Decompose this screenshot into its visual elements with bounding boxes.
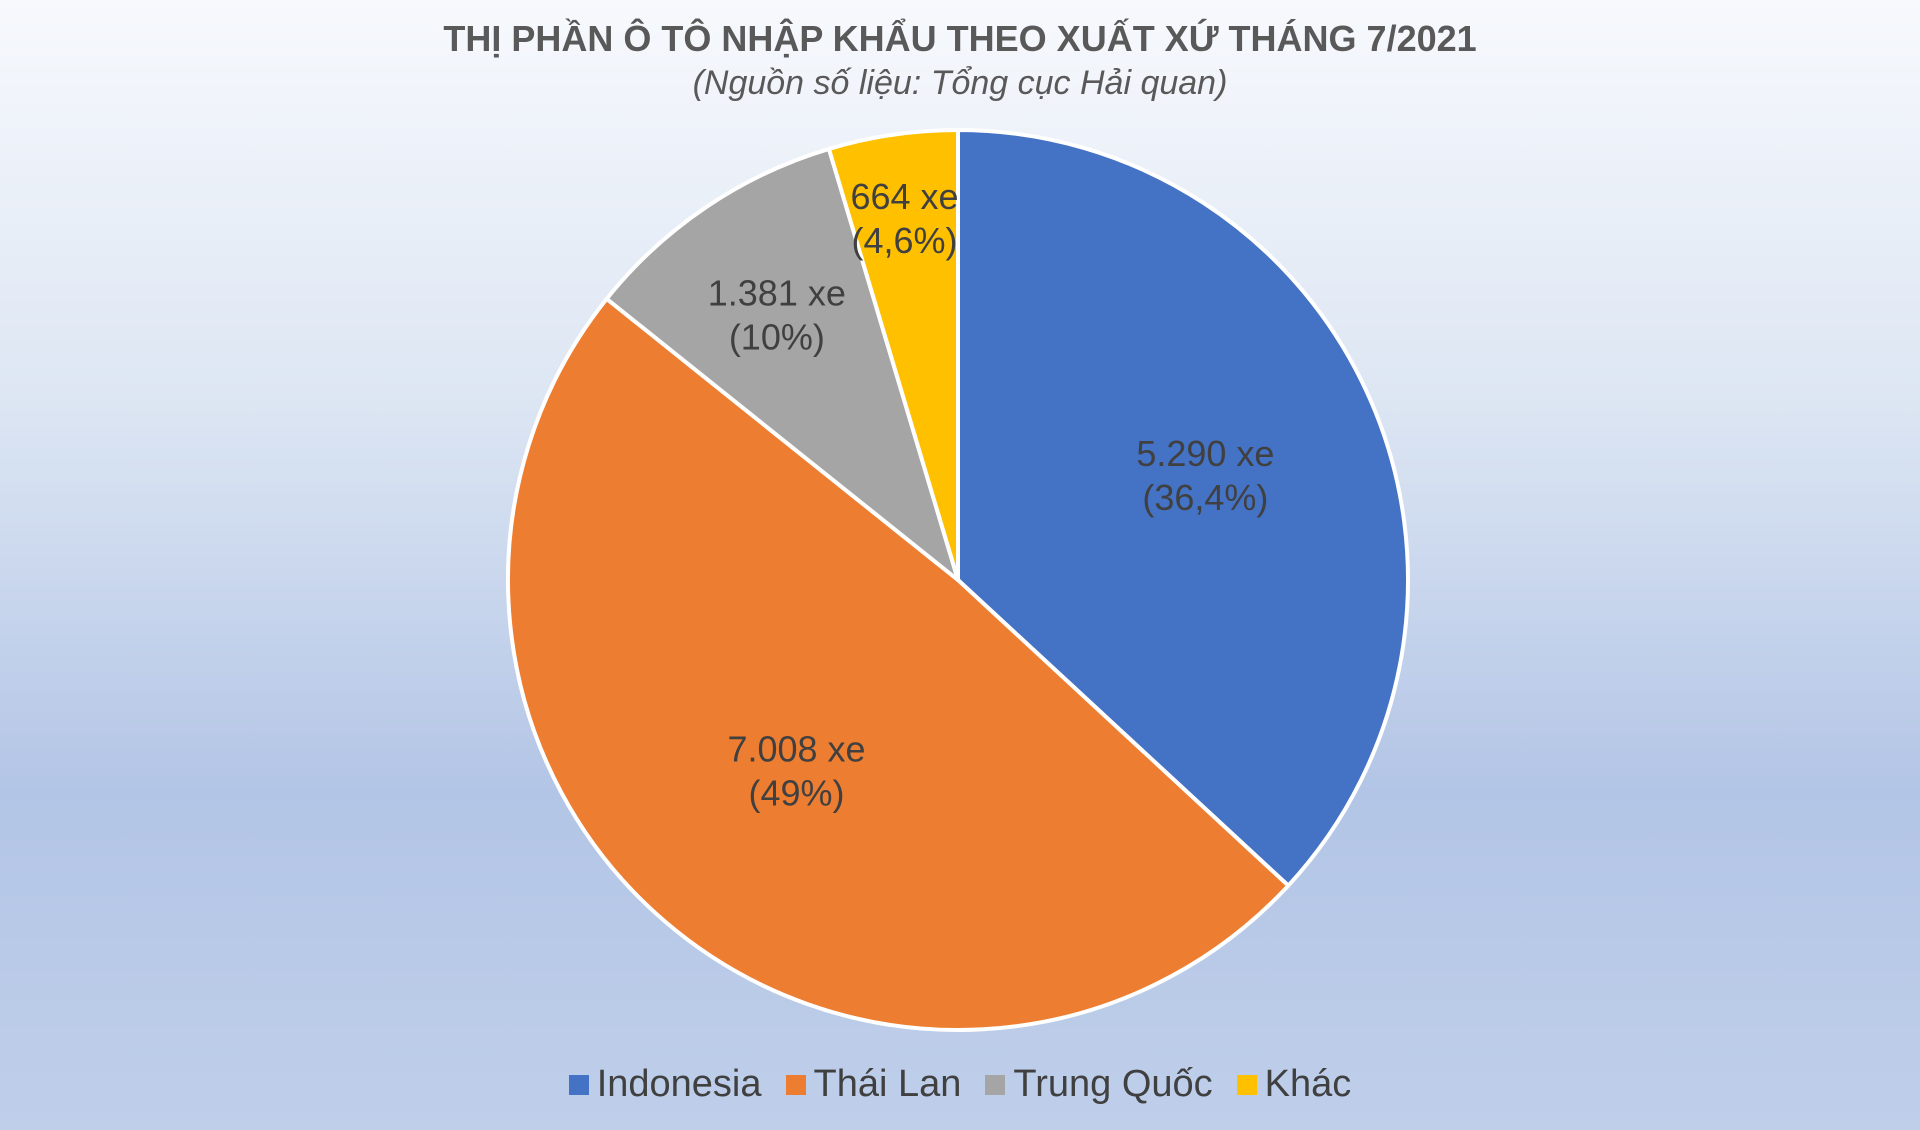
legend-label: Thái Lan	[813, 1063, 962, 1105]
legend-item: Indonesia	[568, 1063, 762, 1106]
pie-slice-trung-quốc	[604, 146, 960, 582]
pie-slice-thái-lan	[506, 296, 1291, 1032]
legend-swatch	[785, 1074, 806, 1095]
data-label: 1.381 xe (10%)	[708, 272, 846, 357]
data-label: 664 xe (4,6%)	[850, 176, 958, 261]
legend-item: Trung Quốc	[985, 1063, 1213, 1106]
pie-slice-indonesia	[956, 128, 1411, 888]
legend-swatch	[568, 1074, 589, 1095]
legend-swatch	[985, 1074, 1006, 1095]
legend-swatch	[1236, 1074, 1257, 1095]
data-label: 5.290 xe (36,4%)	[1136, 433, 1274, 518]
data-label: 7.008 xe (49%)	[727, 729, 865, 814]
chart-title: THỊ PHẦN Ô TÔ NHẬP KHẨU THEO XUẤT XỨ THÁ…	[443, 18, 1477, 59]
legend-label: Khác	[1264, 1063, 1352, 1105]
chart-subtitle: (Nguồn số liệu: Tổng cục Hải quan)	[692, 64, 1228, 102]
legend: Indonesia Thái Lan Trung Quốc Khác	[0, 1063, 1920, 1106]
legend-item: Thái Lan	[785, 1063, 962, 1106]
legend-label: Indonesia	[596, 1063, 762, 1105]
legend-label: Trung Quốc	[1013, 1063, 1213, 1105]
legend-item: Khác	[1236, 1063, 1352, 1106]
pie-slice-khác	[826, 128, 960, 582]
